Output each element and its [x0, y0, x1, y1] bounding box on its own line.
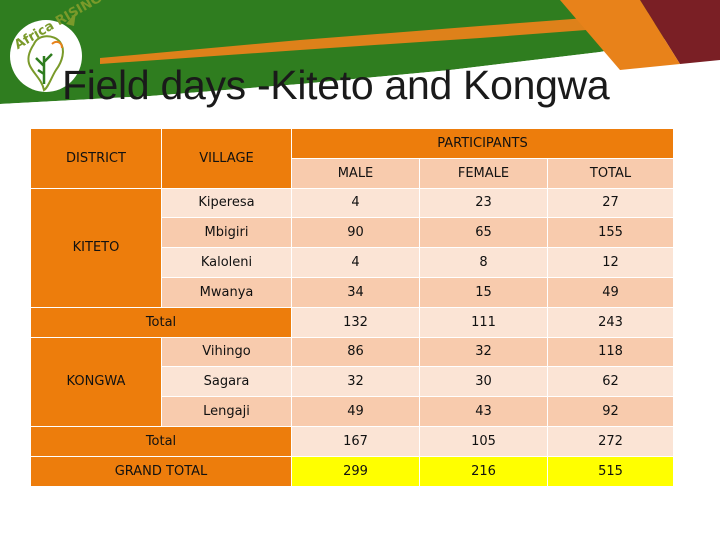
female-cell: 15 [419, 276, 548, 308]
female-header: FEMALE [419, 157, 548, 189]
female-cell: 23 [419, 187, 548, 219]
female-cell: 65 [419, 217, 548, 249]
female-cell: 32 [419, 336, 548, 368]
male-cell: 167 [291, 425, 420, 457]
female-cell: 105 [419, 425, 548, 457]
total-cell: 92 [547, 396, 674, 427]
kiteto-total-row: Total 132 111 243 [30, 306, 674, 338]
village-cell: Vihingo [161, 336, 292, 368]
total-header: TOTAL [547, 157, 674, 189]
village-cell: Lengaji [161, 396, 292, 427]
female-cell: 216 [419, 455, 548, 487]
subheader-row: MALE FEMALE TOTAL [31, 157, 674, 189]
total-cell: 155 [547, 217, 674, 249]
participants-header: PARTICIPANTS [291, 128, 674, 159]
female-cell: 111 [419, 306, 548, 338]
header-row: DISTRICT VILLAGE PARTICIPANTS [30, 128, 674, 189]
total-cell: 515 [547, 455, 674, 487]
table-row: Mwanya 34 15 49 [31, 276, 674, 308]
district-header: DISTRICT [30, 128, 162, 189]
header-banner: Africa RISING [0, 0, 720, 115]
kongwa-total-label: Total [30, 425, 292, 457]
slide-title: Field days -Kiteto and Kongwa [62, 62, 610, 108]
village-cell: Mwanya [161, 276, 292, 308]
male-cell: 4 [291, 187, 420, 219]
total-cell: 272 [547, 425, 674, 457]
kongwa-total-row: Total 167 105 272 [30, 425, 674, 457]
table-row: Lengaji 49 43 92 [31, 396, 674, 427]
village-cell: Mbigiri [161, 217, 292, 249]
district-cell-kiteto: KITETO [30, 187, 162, 308]
banner-swoosh-graphic [0, 0, 720, 110]
kiteto-total-label: Total [30, 306, 292, 338]
male-cell: 132 [291, 306, 420, 338]
male-cell: 299 [291, 455, 420, 487]
male-cell: 90 [291, 217, 420, 249]
table-row: KITETO Kiperesa 4 23 27 [30, 187, 674, 308]
male-cell: 34 [291, 276, 420, 308]
female-cell: 8 [419, 247, 548, 278]
village-cell: Sagara [161, 366, 292, 398]
grand-total-row: GRAND TOTAL 299 216 515 [30, 455, 674, 487]
female-cell: 30 [419, 366, 548, 398]
total-cell: 62 [547, 366, 674, 398]
total-cell: 12 [547, 247, 674, 278]
total-cell: 243 [547, 306, 674, 338]
table-row: Sagara 32 30 62 [31, 366, 674, 398]
table-row: Mbigiri 90 65 155 [31, 217, 674, 249]
table-row: KONGWA Vihingo 86 32 118 [30, 336, 674, 427]
total-cell: 27 [547, 187, 674, 219]
male-cell: 86 [291, 336, 420, 368]
total-cell: 49 [547, 276, 674, 308]
village-cell: Kaloleni [161, 247, 292, 278]
female-cell: 43 [419, 396, 548, 427]
male-cell: 49 [291, 396, 420, 427]
male-cell: 4 [291, 247, 420, 278]
village-header: VILLAGE [161, 128, 292, 189]
participants-table: DISTRICT VILLAGE PARTICIPANTS MALE FEMAL… [30, 128, 674, 487]
table-row: Kaloleni 4 8 12 [31, 247, 674, 278]
grand-total-label: GRAND TOTAL [30, 455, 292, 487]
village-cell: Kiperesa [161, 187, 292, 219]
male-cell: 32 [291, 366, 420, 398]
africa-rising-logo [4, 4, 88, 104]
total-cell: 118 [547, 336, 674, 368]
male-header: MALE [291, 157, 420, 189]
district-cell-kongwa: KONGWA [30, 336, 162, 427]
